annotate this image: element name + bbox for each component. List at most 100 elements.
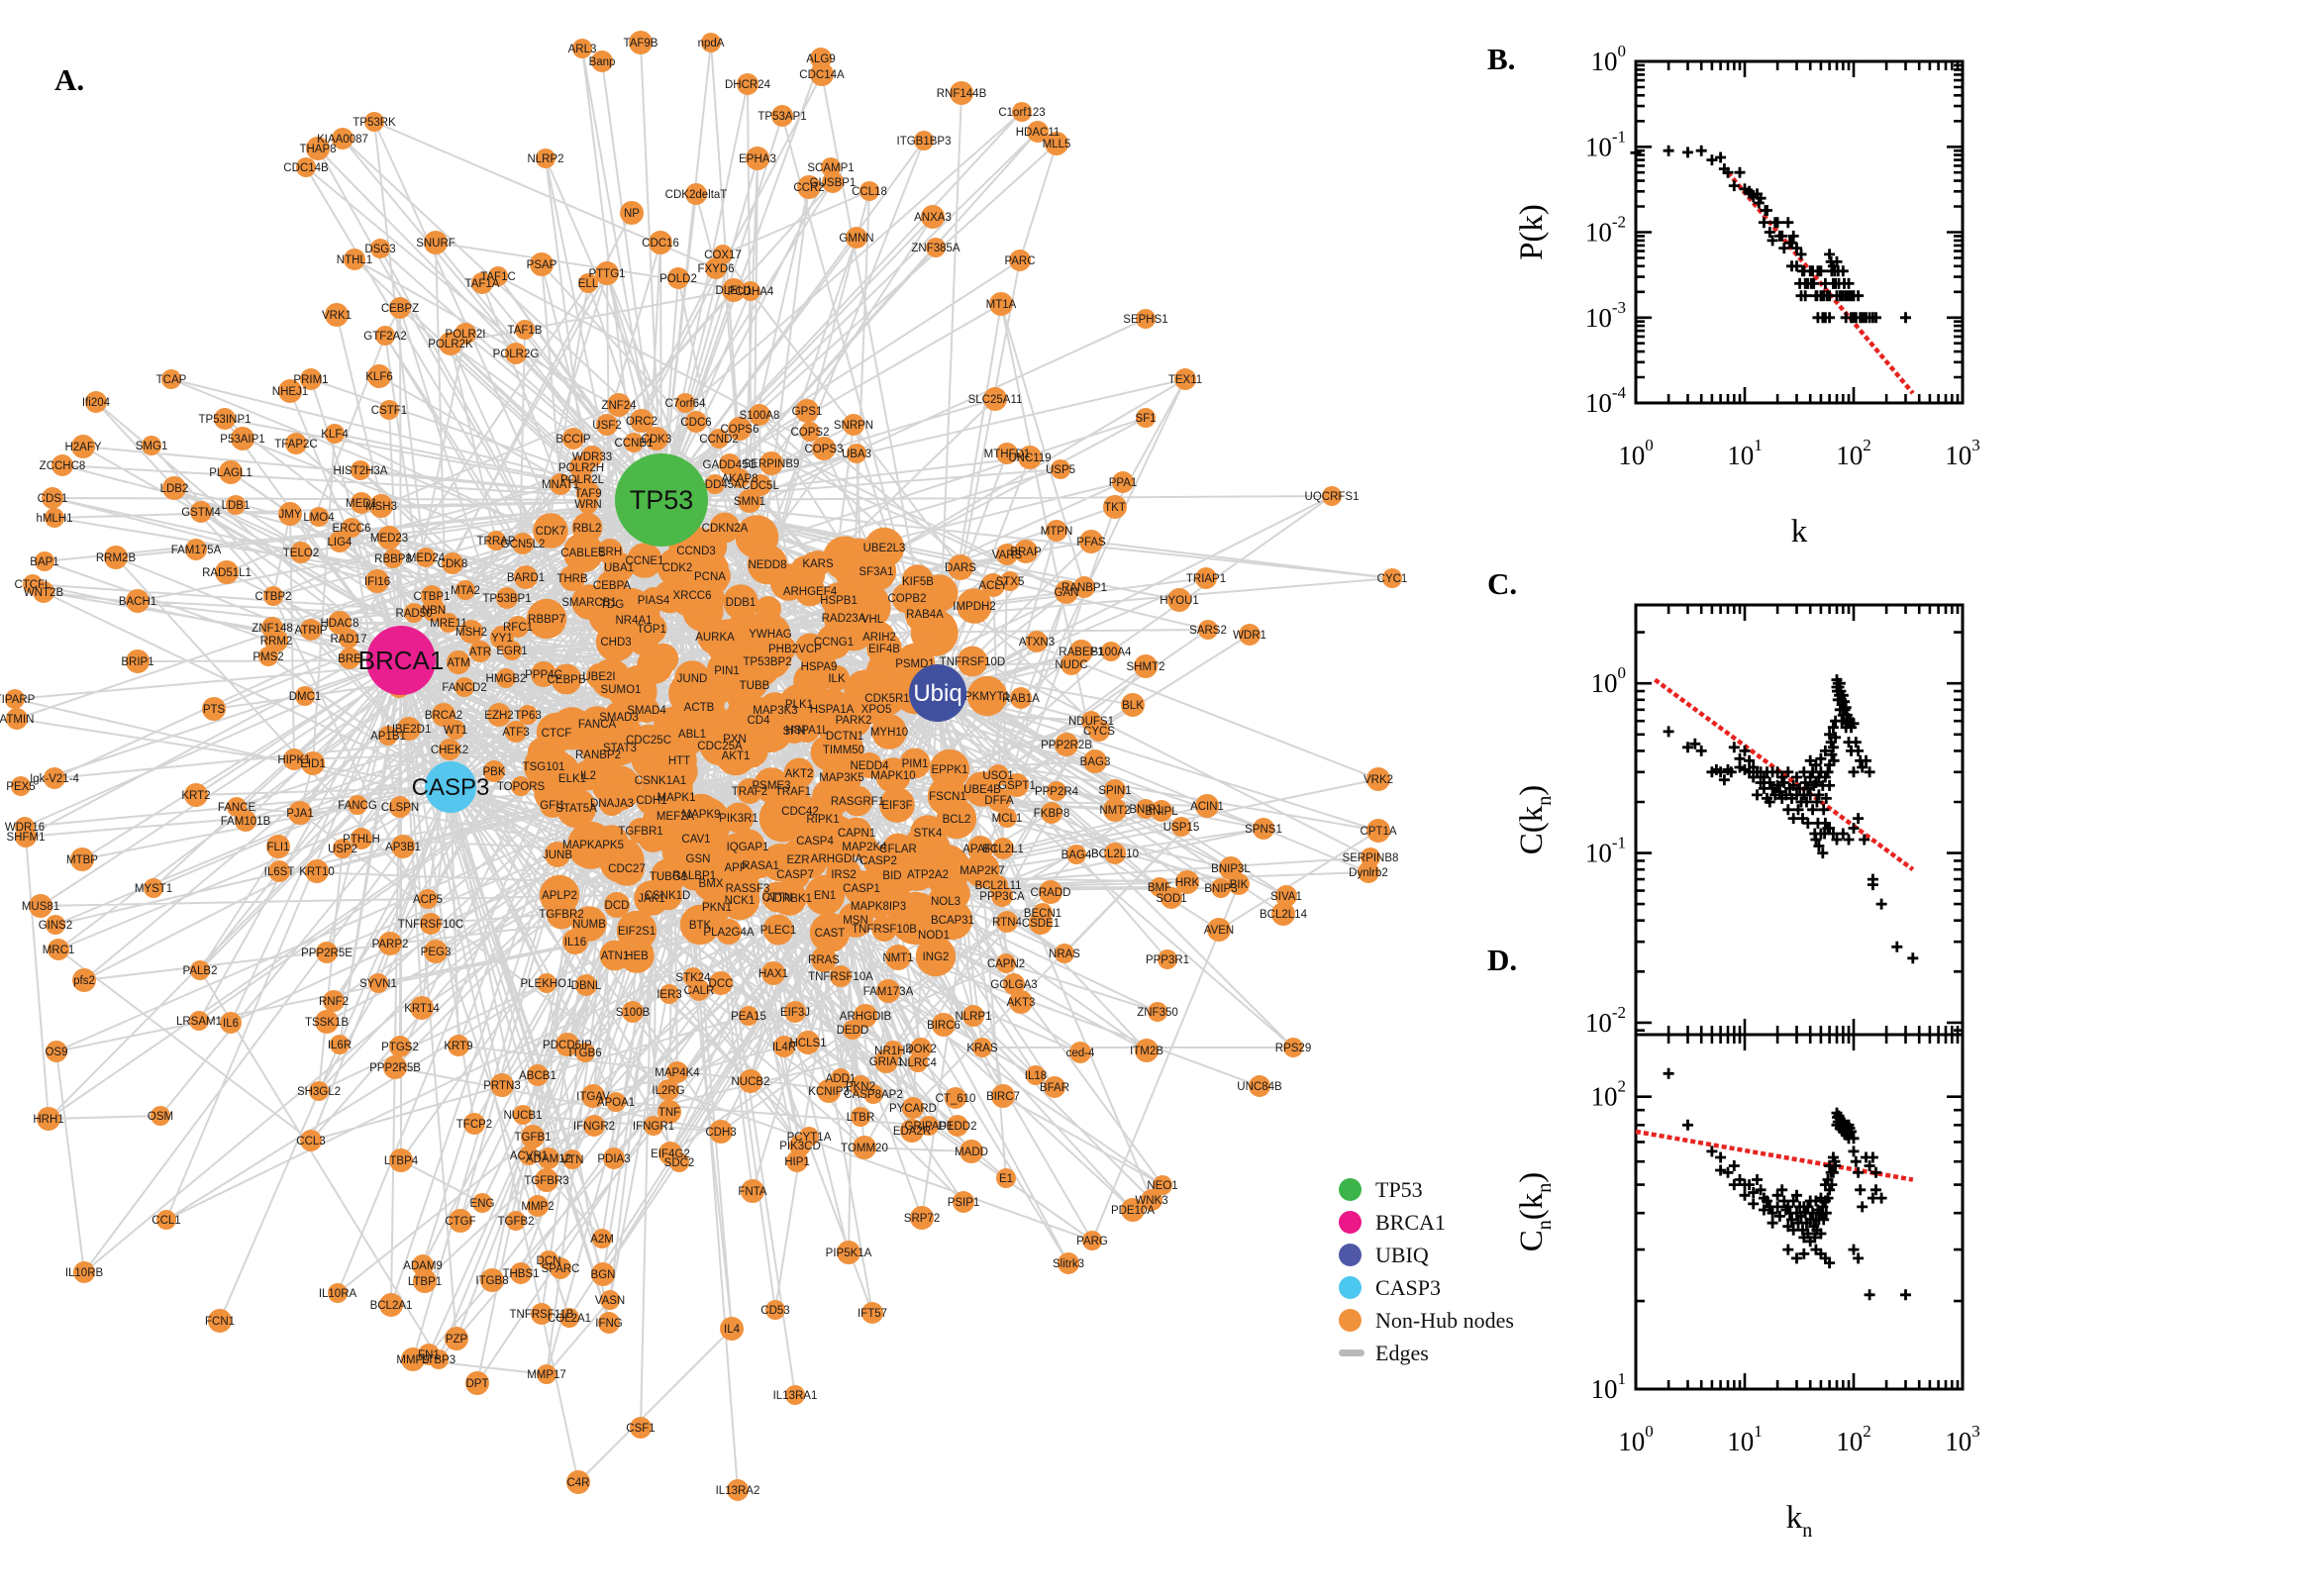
network-node-label: CDK2 [662,562,693,574]
x-tick-label: 100 [1618,436,1654,470]
network-node-label: RASGRF1 [831,796,884,808]
network-node-label: ATP2A2 [907,869,949,881]
network-node [550,1257,571,1279]
network-node-label: UBE2D1 [387,724,432,736]
network-node-label: CSTF1 [371,405,407,417]
network-node-label: APLP2 [542,890,577,902]
network-node [208,1309,232,1333]
network-node-label: HIP1 [784,1156,810,1168]
network-node [761,961,785,985]
network-node [442,552,463,574]
network-node-label: DCC [709,978,734,990]
x-axis-title: kn​ [1786,1500,1813,1542]
network-node-label: KIAA0087 [317,134,368,146]
network-node-label: JAK1 [638,893,665,905]
network-node-label: LDB2 [160,483,189,495]
network-node-label: ITGB1BP3 [897,136,952,148]
network-node-label: RANBP2 [575,749,621,761]
network-node-label: HCLS1 [789,1038,826,1049]
network-node [483,760,505,782]
y-tick-label: 10-3 [1585,298,1626,333]
network-node-label: RRM2B [96,552,137,564]
network-node-label: EN1 [814,890,836,902]
network-node-label: DFFA [984,795,1014,807]
network-node [1088,720,1110,742]
network-node-label: SMG1 [136,441,168,452]
network-node [624,433,644,452]
network-node [1366,819,1390,843]
network-node-label: LDB1 [222,500,251,512]
network-node [874,1049,898,1073]
network-node [932,899,973,941]
network-node [351,460,370,480]
network-node-label: MAPK9 [682,809,721,821]
network-node-label: SNURF [416,238,455,249]
network-node [1101,642,1121,661]
network-node-label: IFT57 [858,1308,887,1320]
network-node [339,648,360,669]
network-node-label: ITGB8 [475,1275,508,1287]
network-node-label: S100A4 [1091,647,1133,658]
network-node [856,550,897,592]
network-node-label: NMT2 [1099,805,1130,817]
network-node [1382,568,1402,588]
network-node-label: PARG [1076,1236,1108,1247]
network-node [72,968,96,992]
network-node-label: PRIM1 [293,374,328,386]
network-node-label: IFNGR2 [573,1121,615,1133]
network-node [530,252,554,276]
network-node-label: GSTM4 [181,507,221,519]
network-node-label: MYH10 [870,727,908,739]
network-node-label: IL10RB [65,1267,104,1279]
network-node-label: RNF144B [937,88,987,100]
network-node [73,1261,95,1283]
network-node-label: CTGF [445,1216,475,1228]
edge-line-icon [1339,1349,1364,1356]
network-node-label: IL10RA [319,1288,357,1300]
network-node-label: LTBR [847,1112,875,1124]
network-node-label: MADD [955,1147,988,1158]
network-node [344,249,365,270]
hub-label-tp53: TP53 [630,485,694,515]
network-node [546,898,577,930]
network-node-label: BCL2L10 [1091,848,1139,860]
network-node [786,1150,808,1172]
y-tick-label: 10-2 [1585,1003,1626,1038]
network-node-label: ELL [578,278,599,290]
network-node [785,1385,805,1405]
network-node-label: TNFRSF10D [940,656,1005,668]
legend-dot-icon [1339,1276,1362,1299]
network-node [921,205,945,229]
network-node [810,48,832,69]
network-node [796,1031,820,1054]
network-node [48,939,69,960]
network-node-label: PIAS4 [638,595,670,607]
network-node [1141,1189,1162,1211]
network-node [510,1262,532,1284]
network-node [605,673,637,705]
network-node-label: AVEN [1204,925,1234,937]
network-node [471,272,493,294]
network-node [339,629,358,648]
network-node [842,785,873,817]
network-node [1066,845,1086,864]
network-node-label: RAD23A [822,613,866,625]
network-node-label: TDG [600,599,624,611]
network-node [486,531,506,550]
network-node-label: CDC42 [781,806,819,818]
network-node-label: LTBP4 [384,1155,419,1167]
network-node-label: IL6 [223,1018,239,1030]
network-node-label: Slitrk3 [1053,1258,1084,1270]
network-node-label: EID1 [300,758,326,770]
network-node [264,629,288,652]
network-node [397,717,421,741]
network-node [505,343,527,364]
network-node [1174,368,1196,390]
network-node [15,826,37,848]
network-node-label: HDAC11 [1016,127,1060,139]
network-node [309,507,329,527]
network-node-label: SHMT2 [1127,661,1165,673]
panel-a-label: A. [54,62,85,97]
network-node-label: CDC5L [742,480,779,492]
